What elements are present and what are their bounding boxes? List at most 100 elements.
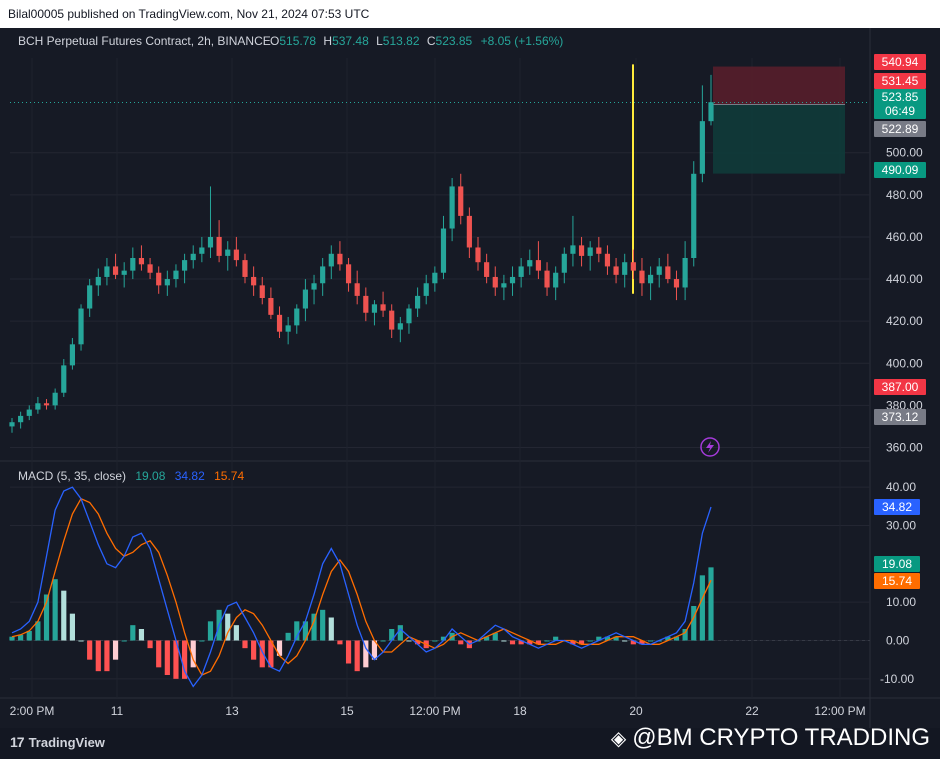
macd-histogram-bar (311, 613, 317, 641)
candle-body (423, 283, 429, 296)
candle (535, 241, 541, 280)
candle (561, 247, 567, 284)
publisher-bar: Bilal00005 published on TradingView.com,… (0, 0, 940, 28)
macd-histogram-bar (440, 636, 447, 641)
candle (138, 245, 145, 271)
footer-bar: 17 TradingView ◈ @BM CRYPTO TRADDING (0, 724, 940, 759)
candle (216, 220, 222, 263)
macd-tick-label: 0.00 (886, 634, 910, 648)
candle (553, 266, 559, 301)
candle (207, 186, 214, 258)
price-chart-svg[interactable]: 360.00 380.00 400.00 420.00 440.00 460.00 480.… (0, 28, 940, 728)
axis-tags: 540.94531.45523.8506:49522.89490.09387.0… (874, 54, 926, 589)
macd-histogram-bar (484, 636, 490, 641)
macd-histogram-bar (501, 640, 507, 642)
candle-body (613, 266, 619, 275)
candle (61, 359, 67, 397)
macd-histogram-bar (527, 640, 533, 645)
lightning-icon[interactable] (700, 437, 720, 457)
macd-histogram-bar (225, 613, 231, 641)
candle-body (397, 323, 403, 330)
time-tick-label: 18 (513, 704, 527, 718)
macd-histogram-bar (259, 640, 265, 668)
candle (190, 245, 196, 269)
l-value: 513.82 (383, 34, 420, 48)
price-tick-label: 360.00 (886, 440, 923, 454)
publisher-text: Bilal00005 published on TradingView.com,… (8, 7, 370, 21)
candle (173, 264, 179, 288)
chart-area[interactable]: 360.00 380.00 400.00 420.00 440.00 460.00 480.… (0, 28, 940, 728)
macd-histogram-bar (242, 640, 248, 649)
candle (656, 258, 662, 288)
candle (630, 249, 636, 280)
macd-tag-label: 19.08 (882, 557, 912, 571)
countdown-label: 06:49 (885, 104, 915, 118)
price-tick-label: 420.00 (886, 314, 923, 328)
candle (371, 300, 378, 326)
macd-tag: 34.82 (874, 499, 920, 515)
axes: 360.00 380.00 400.00 420.00 440.00 460.00 480.… (10, 146, 923, 718)
candle-body (138, 258, 145, 265)
macd-tick-label: -10.00 (880, 672, 914, 686)
macd-histogram-bar (182, 640, 188, 679)
macd-histogram-bar (199, 640, 205, 642)
candle (389, 304, 395, 338)
macd-histogram-bar (190, 640, 196, 668)
candle-body (190, 253, 196, 261)
candle (682, 241, 688, 301)
candle (501, 274, 507, 301)
time-tick-label: 22 (745, 704, 759, 718)
candle-body (225, 249, 231, 256)
ohlc-readout: O515.78 H537.48 L513.82 C523.85 +8.05 (+… (270, 34, 563, 48)
candle-body (578, 245, 585, 256)
candle-body (337, 253, 343, 265)
candle-body (604, 253, 611, 267)
macd-histogram-bar (61, 590, 67, 641)
candle (509, 266, 516, 296)
watermark: ◈ @BM CRYPTO TRADDING (611, 724, 930, 752)
price-tag-label: 373.12 (882, 410, 919, 424)
candle-body (596, 247, 602, 254)
target-zone (713, 104, 845, 174)
macd-histogram-bar (708, 567, 714, 641)
candles (9, 74, 714, 433)
macd-histogram-bar (320, 609, 326, 641)
macd-tag: 15.74 (874, 573, 920, 589)
macd-histogram-bar (639, 640, 645, 645)
h-label: H (323, 34, 332, 48)
candle-body (501, 283, 507, 288)
macd-histogram-bar (294, 621, 300, 641)
candle-body (164, 279, 170, 286)
candle-body (691, 173, 697, 258)
candle (294, 304, 300, 334)
candle-body (294, 308, 300, 326)
macd-histogram-bar (622, 640, 628, 642)
candle-body (630, 262, 636, 271)
macd-histogram-bar (276, 640, 283, 656)
candle (691, 161, 697, 267)
macd-histogram-bar (630, 640, 636, 645)
price-tag-bg (874, 379, 926, 395)
candle (52, 388, 58, 410)
candle (233, 236, 239, 267)
macd-histogram-bar (121, 640, 127, 642)
candle-body (458, 186, 464, 216)
candle-body (78, 308, 84, 345)
candle (26, 405, 32, 421)
macd-histogram-bar (380, 640, 386, 642)
candle-body (432, 272, 438, 284)
candle (449, 178, 455, 242)
tradingview-logo[interactable]: 17 TradingView (10, 734, 105, 750)
price-tag-label: 523.85 (882, 90, 919, 104)
symbol-title: BCH Perpetual Futures Contract, 2h, BINA… (18, 34, 271, 48)
macd-histogram-bar (578, 640, 585, 645)
price-tick-label: 480.00 (886, 188, 923, 202)
macd-histogram-bar (302, 621, 308, 641)
macd-histogram-bar (18, 634, 24, 641)
candle (380, 291, 386, 317)
candle (78, 304, 84, 351)
price-tick-label: 500.00 (886, 146, 923, 160)
candle (440, 215, 447, 280)
candle (527, 249, 533, 275)
macd-histogram-bar (337, 640, 343, 645)
